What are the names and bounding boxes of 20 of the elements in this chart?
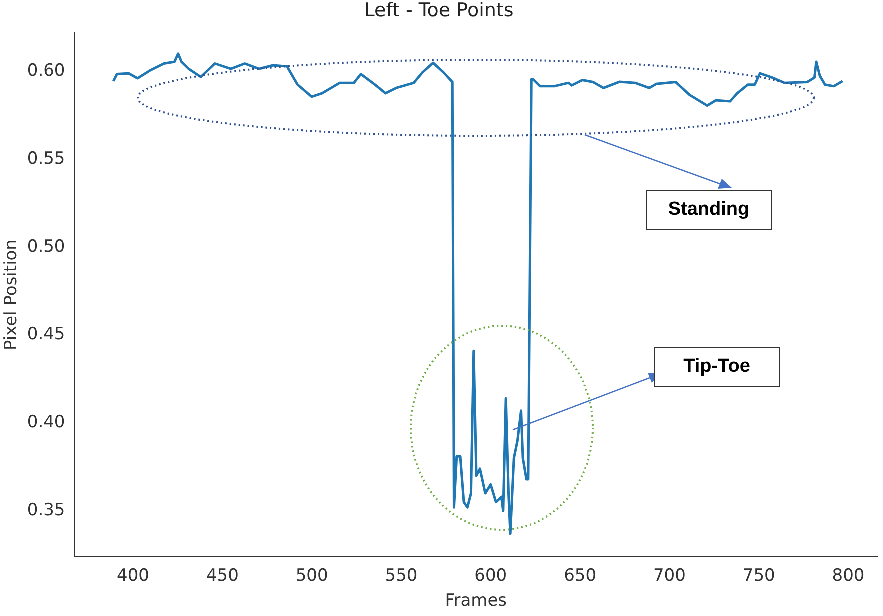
y-axis-title: Pixel Position <box>2 240 22 350</box>
annotation: Tip-Toe <box>654 347 780 387</box>
y-tick-label: 0.35 <box>27 500 66 521</box>
chart-title: Left - Toe Points <box>364 0 514 22</box>
x-tick-label: 400 <box>117 566 150 586</box>
x-tick-label: 600 <box>474 566 508 586</box>
y-tick-label: 0.55 <box>27 148 66 169</box>
x-tick-label: 650 <box>564 566 597 586</box>
x-axis-title: Frames <box>445 591 508 612</box>
annotation: Standing <box>646 190 772 230</box>
x-tick-label: 550 <box>385 566 418 586</box>
y-tick-label: 0.60 <box>27 60 66 81</box>
x-tick-label: 750 <box>742 566 776 586</box>
y-tick-label: 0.45 <box>27 324 66 345</box>
x-tick-label: 800 <box>832 566 865 586</box>
y-tick-label: 0.40 <box>27 412 66 433</box>
x-tick-label: 700 <box>653 566 686 586</box>
y-tick-label: 0.50 <box>27 236 66 257</box>
x-tick-label: 500 <box>296 566 328 586</box>
x-tick-label: 450 <box>206 566 239 586</box>
